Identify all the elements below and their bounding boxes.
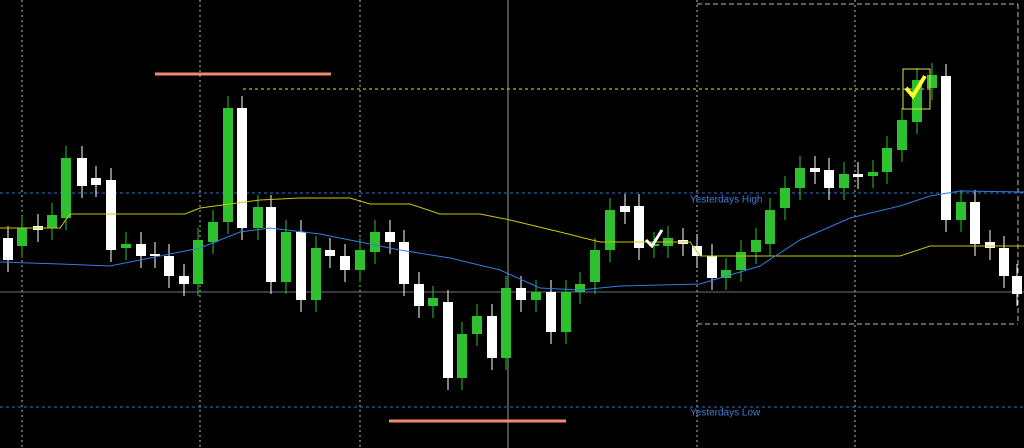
candle-body	[487, 316, 497, 358]
candle-body	[707, 256, 717, 278]
candle-body	[985, 242, 995, 248]
candle-body	[370, 232, 380, 252]
candle-body	[61, 158, 71, 218]
candle-body	[575, 284, 585, 292]
candle-body	[1012, 276, 1022, 294]
candle-body	[882, 148, 892, 172]
candle-body	[780, 188, 790, 208]
candle-body	[399, 242, 409, 284]
candle-body	[853, 174, 863, 177]
candle-body	[106, 180, 116, 250]
candle-body	[472, 316, 482, 334]
candle-body	[208, 222, 218, 242]
candle-body	[941, 76, 951, 220]
candle-body	[620, 206, 630, 212]
candle-body	[193, 240, 203, 284]
candle-body	[590, 250, 600, 282]
candle-body	[531, 292, 541, 300]
zone-box	[697, 3, 1019, 325]
candle-body	[824, 170, 834, 188]
candle-body	[179, 276, 189, 284]
candle-body	[414, 284, 424, 306]
candle-body	[150, 254, 160, 256]
candle-body	[999, 248, 1009, 276]
candle-body	[457, 334, 467, 378]
candle-body	[385, 232, 395, 242]
candle-body	[927, 75, 937, 88]
candle-body	[605, 210, 615, 250]
candle-body	[634, 206, 644, 248]
candle-body	[355, 250, 365, 270]
candle-body	[897, 120, 907, 150]
signal-box	[902, 68, 931, 110]
candle-body	[311, 248, 321, 300]
candle-body	[516, 288, 526, 300]
candle-body	[736, 252, 746, 270]
yesterdays-high-label: Yesterdays High	[690, 195, 762, 206]
check-mark	[644, 229, 664, 249]
candle-body	[765, 210, 775, 244]
candle-body	[325, 250, 335, 256]
candle-body	[868, 172, 878, 176]
candle-body	[501, 288, 511, 358]
candle-body	[751, 240, 761, 252]
candle-body	[266, 207, 276, 282]
candle-body	[428, 298, 438, 306]
candle-body	[795, 168, 805, 188]
candle-body	[237, 108, 247, 228]
candle-body	[17, 228, 27, 246]
check-mark	[904, 74, 927, 100]
candle-body	[253, 207, 263, 228]
candle-body	[47, 215, 57, 228]
candle-body	[91, 178, 101, 185]
candle-body	[164, 256, 174, 276]
candle-body	[912, 80, 922, 122]
candle-body	[839, 174, 849, 188]
candle-body	[956, 202, 966, 220]
candle-body	[296, 232, 306, 300]
candle-body	[721, 270, 731, 278]
candle-body	[810, 168, 820, 172]
candle-body	[546, 292, 556, 332]
candle-body	[223, 108, 233, 222]
candle-body	[3, 238, 13, 260]
candle-body	[121, 244, 131, 248]
candle-body	[561, 292, 571, 332]
candle-body	[77, 158, 87, 186]
candle-body	[443, 302, 453, 378]
candle-body	[281, 232, 291, 282]
channel-line	[0, 197, 1024, 257]
candle-body	[136, 244, 146, 256]
moving-average	[0, 190, 1024, 291]
candle-body	[970, 202, 980, 244]
candle-body	[340, 256, 350, 270]
yesterdays-low-label: Yesterdays Low	[690, 408, 761, 419]
candles	[3, 63, 1022, 390]
